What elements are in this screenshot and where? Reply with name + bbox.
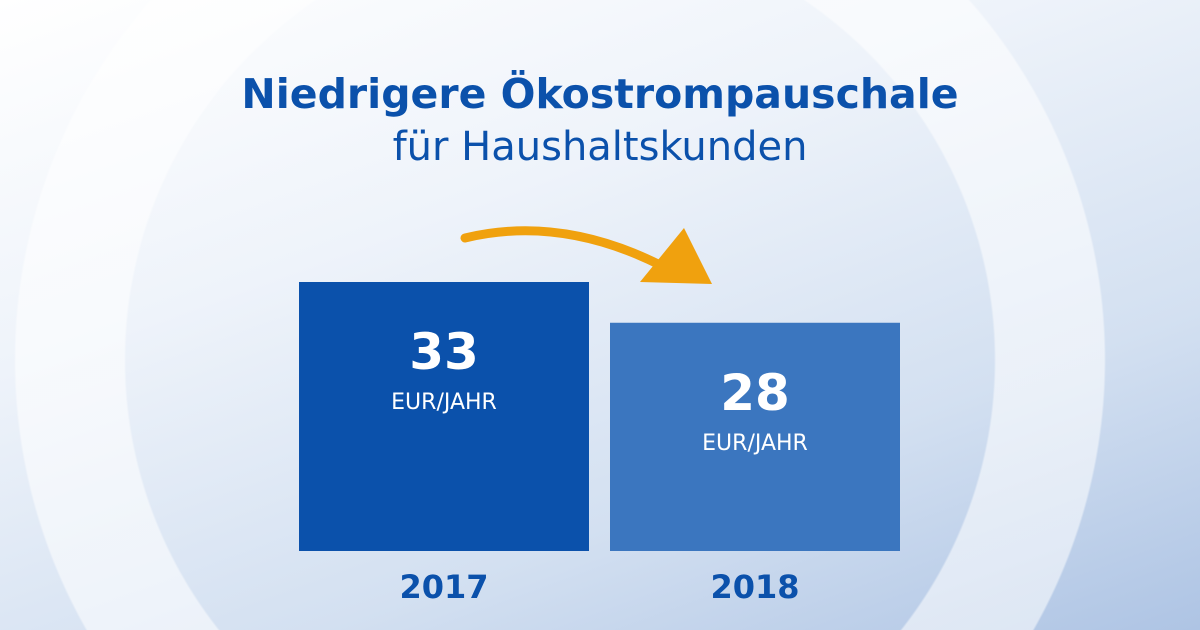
data-label-value: 33: [409, 323, 479, 381]
chart-title: Niedrigere Ökostrompauschale: [241, 70, 959, 118]
chart-subtitle: für Haushaltskunden: [392, 124, 808, 170]
x-tick-label: 2017: [399, 568, 488, 606]
bars-group: 33 EUR/JAHR 2017 28 EUR/JAHR 2018: [299, 282, 900, 606]
data-label-unit: EUR/JAHR: [391, 390, 497, 415]
arrow-shaft: [460, 226, 665, 270]
bar-2017: [299, 282, 589, 551]
trend-arrow: [460, 226, 712, 284]
x-tick-label: 2018: [710, 568, 799, 606]
data-label-value: 28: [720, 364, 790, 422]
bar-2018: [610, 322, 900, 551]
arrow-head: [640, 228, 712, 284]
data-label-unit: EUR/JAHR: [702, 431, 808, 456]
